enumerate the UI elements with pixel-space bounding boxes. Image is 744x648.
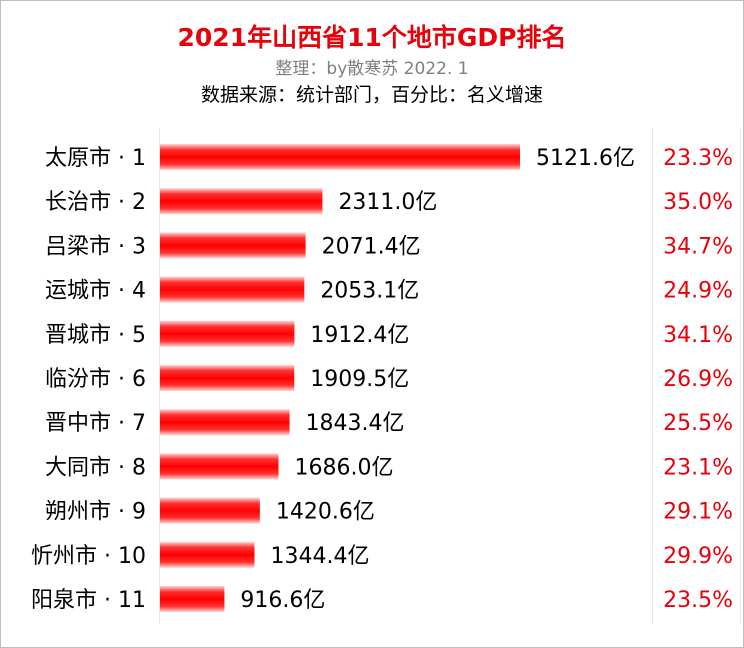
category-label: 阳泉市 · 11: [31, 588, 146, 613]
bar: [160, 541, 255, 568]
category-label: 长治市 · 2: [45, 190, 146, 215]
category-label: 晋城市 · 5: [45, 323, 146, 348]
category-label: 太原市 · 1: [45, 146, 146, 171]
growth-label: 34.7%: [663, 234, 733, 259]
value-label: 1909.5亿: [310, 367, 409, 392]
value-label: 1420.6亿: [276, 500, 375, 525]
gridline-right: [740, 128, 741, 624]
category-label: 临汾市 · 6: [45, 367, 146, 392]
bar: [160, 586, 225, 612]
bar: [160, 497, 260, 524]
value-label: 2311.0亿: [338, 190, 437, 215]
value-label: 5121.6亿: [536, 146, 635, 171]
category-label: 吕梁市 · 3: [45, 234, 146, 259]
data-source-note: 数据来源：统计部门，百分比：名义增速: [200, 84, 543, 106]
gridline-separator: [652, 128, 653, 624]
value-label: 2053.1亿: [320, 279, 419, 304]
value-label: 1686.0亿: [295, 455, 394, 480]
bar: [160, 409, 290, 436]
growth-label: 29.1%: [663, 500, 733, 525]
growth-label: 23.3%: [663, 146, 733, 171]
growth-label: 26.9%: [663, 367, 733, 392]
bar: [160, 365, 295, 391]
growth-label: 34.1%: [663, 323, 733, 348]
category-label: 忻州市 · 10: [31, 544, 146, 569]
growth-label: 24.9%: [663, 279, 733, 304]
bar: [160, 144, 520, 170]
value-label: 1344.4亿: [270, 544, 369, 569]
value-label: 916.6亿: [240, 588, 325, 613]
category-label: 晋中市 · 7: [45, 411, 146, 436]
bar: [160, 232, 306, 259]
value-label: 1912.4亿: [310, 323, 409, 348]
chart-title: 2021年山西省11个地市GDP排名: [177, 23, 567, 52]
bar: [160, 453, 279, 480]
category-label: 运城市 · 4: [45, 279, 146, 304]
value-label: 1843.4亿: [306, 411, 405, 436]
growth-label: 23.5%: [663, 588, 733, 613]
category-label: 大同市 · 8: [45, 455, 146, 480]
category-label: 朔州市 · 9: [45, 500, 146, 525]
growth-label: 29.9%: [663, 544, 733, 569]
chart-subtitle: 整理：by散寒苏 2022. 1: [275, 59, 469, 79]
growth-label: 23.1%: [663, 455, 733, 480]
value-label: 2071.4亿: [322, 234, 421, 259]
bar: [160, 188, 323, 215]
gridline-axis: [159, 128, 160, 624]
bar: [160, 276, 305, 303]
bar: [160, 320, 295, 347]
growth-label: 35.0%: [663, 190, 733, 215]
growth-label: 25.5%: [663, 411, 733, 436]
bars-layer: 太原市 · 1 5121.6亿 23.3% 长治市 · 2 2311.0亿 35.0% 吕梁…: [31, 144, 733, 613]
